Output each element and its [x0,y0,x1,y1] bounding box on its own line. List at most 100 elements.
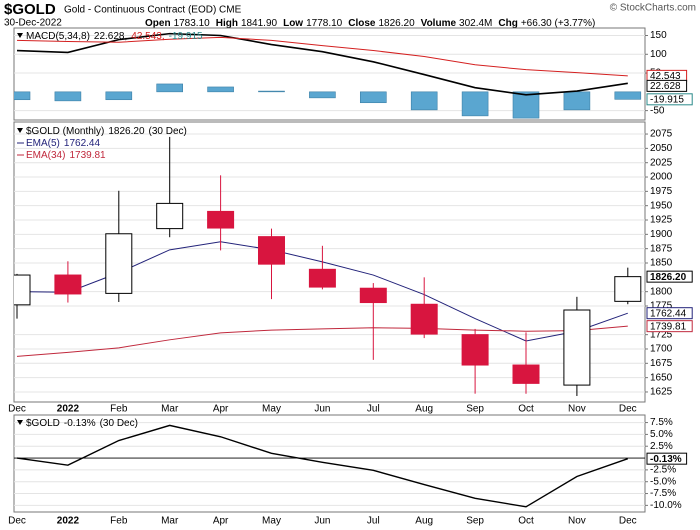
candle-body [258,236,285,265]
candle-body [54,274,82,295]
x-tick-label: Jun [314,404,330,415]
y-tick-label: 1775 [650,301,673,312]
y-tick-label: 2075 [650,129,673,140]
plot-area [14,422,645,508]
x-tick-label: Jul [367,516,380,527]
y-tick-label: 1650 [650,372,673,383]
y-tick-label: 1925 [650,215,673,226]
x-tick-label: Mar [161,404,179,415]
quote-label: Chg [498,18,517,29]
y-tick-label: -7.5% [650,488,676,499]
value-tag [646,270,693,283]
y-tick-label: 1875 [650,243,673,254]
value-tag [646,307,693,320]
y-tick-label: -2.5% [650,465,676,476]
x-tick-label: Jun [314,516,330,527]
x-tick-label: 2022 [57,404,80,415]
legend-title: MACD(5,34,8) [26,31,90,42]
legend-icon [17,420,23,425]
legend-icon [17,128,23,133]
legend-value: -0.13% [64,418,96,429]
quote-line: Open 1783.10 High 1841.90 Low 1778.10 Close 182… [145,18,595,29]
value-tag-label: 1762.44 [650,308,687,319]
x-tick-label: Sep [466,516,484,527]
histogram-bar [156,83,183,93]
legend-entry: EMA(34) 1739.81 [26,150,106,161]
legend-name: EMA(5) [26,138,60,149]
y-tick-label: 150 [650,30,667,41]
candle-body [308,268,336,288]
legend-value: 1739.81 [69,150,106,161]
y-tick-label: 1625 [650,387,673,398]
legend-name: EMA(34) [26,150,65,161]
plot-area [14,32,645,119]
value-tag [646,79,688,92]
histogram-bar [614,91,642,100]
histogram-bar [410,91,438,111]
y-tick-label: 1800 [650,286,673,297]
legend-icon [17,33,23,38]
x-tick-label: Feb [110,516,128,527]
legend-title: $GOLD [26,418,60,429]
x-tick-label: Oct [518,404,534,415]
quote-date: 30-Dec-2022 [4,18,62,29]
y-tick-label: 7.5% [650,417,673,428]
candle-body [156,202,184,230]
panel-legend: $GOLD -0.13% (30 Dec) [26,418,138,429]
candle-body [105,233,133,294]
quote-label: Low [283,18,303,29]
y-tick-label: 1950 [650,200,673,211]
histogram-bar [105,91,133,101]
x-tick-label: Mar [161,516,179,527]
copyright: © StockCharts.com [610,3,696,14]
legend-date: (30 Dec) [149,126,187,137]
quote-value: 302.4M [459,18,492,29]
value-tag-label: 1739.81 [650,321,687,332]
histogram-bar [512,91,540,119]
candle-body [207,210,235,229]
candle-body [614,276,642,302]
x-tick-label: May [262,516,281,527]
y-tick-label: 1900 [650,229,673,240]
y-tick-label: -50 [650,105,665,116]
x-tick-label: Nov [568,516,586,527]
value-tag [646,93,693,106]
x-tick-label: Dec [8,516,26,527]
x-tick-label: Dec [8,404,26,415]
legend-value: -19.915 [169,31,203,42]
y-tick-label: 2000 [650,172,673,183]
quote-value: 1841.90 [241,18,278,29]
y-tick-label: 1725 [650,329,673,340]
y-tick-label: 2025 [650,157,673,168]
quote-value: 1783.10 [174,18,211,29]
x-tick-label: May [262,404,281,415]
y-tick-label: 2050 [650,143,673,154]
quote-value: 1778.10 [306,18,343,29]
value-tag [646,452,688,465]
legend-value: 1762.44 [64,138,101,149]
x-tick-label: Aug [415,516,433,527]
symbol: $GOLD [4,1,56,18]
legend-title: $GOLD (Monthly) [26,126,104,137]
quote-label: Volume [421,18,457,29]
value-tag-label: 1826.20 [650,272,687,283]
candle-body [359,287,387,304]
y-tick-label: 100 [650,49,667,60]
histogram-bar [563,91,591,111]
x-tick-label: 2022 [57,516,80,527]
y-tick-label: 2.5% [650,441,673,452]
plot-area [14,133,645,396]
panel-frame [13,121,646,403]
pct-line [16,424,629,508]
histogram-bar [14,91,31,101]
quote-label: Open [145,18,171,29]
x-tick-label: Jul [367,404,380,415]
candle-body [563,309,591,386]
legend-entry: EMA(5) 1762.44 [26,138,100,149]
x-tick-label: Oct [518,516,534,527]
histogram-bar [207,86,234,93]
candle-body [410,303,438,335]
candle-body [512,364,540,384]
instrument-name: Gold - Continuous Contract (EOD) CME [64,5,242,16]
